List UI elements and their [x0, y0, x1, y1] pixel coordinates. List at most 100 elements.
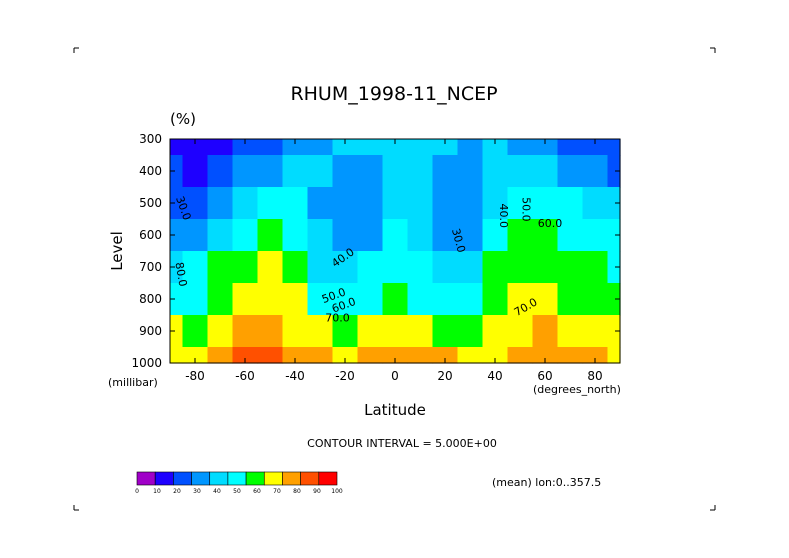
colorbar-label: 40: [213, 488, 221, 495]
heatmap-cell: [457, 315, 484, 348]
heatmap-cell: [257, 347, 284, 364]
colorbar-label: 30: [193, 488, 201, 495]
heatmap-cell: [507, 251, 534, 284]
heatmap-cell: [207, 219, 234, 252]
heatmap-cell: [457, 347, 484, 364]
heatmap-cell: [182, 155, 209, 188]
heatmap-cell: [232, 187, 259, 220]
heatmap-cell: [282, 155, 309, 188]
y-tick-label: 900: [139, 324, 162, 338]
heatmap-cell: [582, 251, 609, 284]
heatmap-cell: [357, 139, 384, 156]
heatmap-cell: [482, 315, 509, 348]
heatmap-cell: [432, 139, 459, 156]
contour-label: 30.0: [449, 227, 468, 254]
colorbar-swatch: [154, 471, 174, 486]
heatmap-cell: [207, 155, 234, 188]
y-tick-label: 500: [139, 196, 162, 210]
heatmap-cell: [332, 251, 359, 284]
heatmap-cell: [307, 155, 334, 188]
heatmap-cell: [307, 187, 334, 220]
heatmap-cell: [407, 283, 434, 316]
colorbar-label: 50: [233, 488, 241, 495]
heatmap-cell: [232, 347, 259, 364]
heatmap-cell: [607, 187, 621, 220]
colorbar-swatch: [300, 471, 320, 486]
heatmap-cell: [182, 187, 209, 220]
corner-mark-top-left: [73, 47, 79, 53]
heatmap-cell: [257, 219, 284, 252]
heatmap-cell: [557, 155, 584, 188]
heatmap-cell: [532, 251, 559, 284]
heatmap-cell: [170, 219, 184, 252]
heatmap-cell: [382, 139, 409, 156]
heatmap-cell: [457, 219, 484, 252]
x-tick-label: 40: [487, 369, 502, 383]
colorbar-swatch: [173, 471, 192, 486]
contour-label: 70.0: [325, 311, 350, 324]
chart-title: RHUM_1998-11_NCEP: [290, 83, 497, 105]
heatmap-cell: [357, 219, 384, 252]
heatmap-cell: [457, 139, 484, 156]
heatmap-cell: [170, 347, 184, 364]
heatmap-cell: [407, 347, 434, 364]
heatmap-cell: [507, 219, 534, 252]
heatmap-cell: [207, 187, 234, 220]
heatmap-cell: [482, 187, 509, 220]
contour-label: 50.0: [520, 197, 533, 222]
heatmap-cell: [282, 219, 309, 252]
heatmap-cell: [532, 155, 559, 188]
heatmap-cell: [282, 283, 309, 316]
heatmap-cell: [332, 219, 359, 252]
heatmap-cell: [457, 155, 484, 188]
heatmap-cell: [332, 283, 359, 316]
colorbar-label: 60: [253, 488, 261, 495]
heatmap-cell: [507, 283, 534, 316]
heatmap-cell: [307, 347, 334, 364]
heatmap-cell: [332, 139, 359, 156]
corner-marks: [73, 47, 716, 511]
colorbar-label: 90: [313, 488, 321, 495]
heatmap-cell: [507, 155, 534, 188]
contour-interval-text: CONTOUR INTERVAL = 5.000E+00: [307, 437, 497, 450]
heatmap-cell: [232, 283, 259, 316]
heatmap-cell: [232, 315, 259, 348]
heatmap-cell: [232, 139, 259, 156]
heatmap-cell: [532, 283, 559, 316]
heatmap-cell: [382, 187, 409, 220]
heatmap-cell: [282, 347, 309, 364]
heatmap-cell: [507, 187, 534, 220]
heatmap-cell: [232, 155, 259, 188]
heatmap-cell: [582, 155, 609, 188]
heatmap-cell: [407, 187, 434, 220]
heatmap-cell: [457, 251, 484, 284]
heatmap-cell: [307, 251, 334, 284]
heatmap-cell: [307, 219, 334, 252]
units-label: (%): [170, 110, 196, 128]
heatmap-cell: [607, 155, 621, 188]
y-tick-label: 400: [139, 164, 162, 178]
heatmap-cell: [407, 315, 434, 348]
heatmap-cell: [507, 139, 534, 156]
heatmap-cell: [582, 283, 609, 316]
heatmap-cell: [282, 139, 309, 156]
heatmap-cell: [382, 283, 409, 316]
contour-label: 60.0: [538, 217, 563, 230]
heatmap-cell: [482, 219, 509, 252]
heatmap-cell: [382, 155, 409, 188]
heatmap-cell: [432, 251, 459, 284]
heatmap-cell: [170, 251, 184, 284]
heatmap-cell: [207, 347, 234, 364]
heatmap-cell: [582, 347, 609, 364]
heatmap-cell: [582, 315, 609, 348]
heatmap-cell: [170, 187, 184, 220]
contour-label: 40.0: [497, 204, 510, 229]
heatmap-cell: [307, 139, 334, 156]
heatmap-cell: [557, 219, 584, 252]
colorbar-label: 100: [331, 488, 343, 495]
heatmap-cell: [607, 139, 621, 156]
contour-label: 80.0: [172, 261, 189, 287]
heatmap-cell: [432, 155, 459, 188]
heatmap-cell: [307, 283, 334, 316]
corner-mark-bottom-left: [73, 505, 79, 511]
